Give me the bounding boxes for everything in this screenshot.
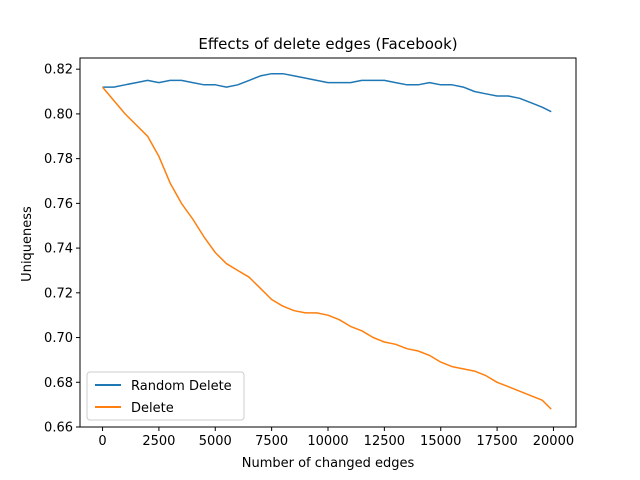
y-axis: 0.66 0.68 0.70 0.72 0.74 0.76 0.78 0.80 0.82 — [44, 63, 80, 436]
x-tick-label: 7500 — [255, 434, 288, 449]
y-tick-label: 0.80 — [44, 107, 73, 122]
y-tick-label: 0.76 — [44, 197, 73, 212]
y-tick-label: 0.74 — [44, 242, 73, 257]
y-tick-label: 0.66 — [44, 421, 73, 436]
legend-box — [86, 371, 245, 421]
y-axis-label: Uniqueness — [20, 206, 35, 282]
y-tick-label: 0.70 — [44, 331, 73, 346]
x-axis-label: Number of changed edges — [242, 456, 415, 471]
x-tick-label: 15000 — [420, 434, 461, 449]
series-line-delete — [101, 86, 552, 410]
x-tick-label: 0 — [98, 434, 106, 449]
x-tick-label: 12500 — [364, 434, 405, 449]
legend-label-delete: Delete — [131, 401, 174, 416]
plot-area — [101, 72, 552, 410]
legend: Random Delete Delete — [86, 371, 245, 421]
series-line-random-delete — [102, 72, 552, 113]
y-tick-label: 0.82 — [44, 63, 73, 78]
plot-frame — [79, 57, 577, 428]
y-tick-label: 0.72 — [44, 286, 73, 301]
x-tick-label: 20000 — [533, 434, 574, 449]
legend-label-random-delete: Random Delete — [131, 379, 232, 394]
x-tick-label: 17500 — [476, 434, 517, 449]
y-tick-label: 0.78 — [44, 152, 73, 167]
chart-title: Effects of delete edges (Facebook) — [198, 35, 457, 53]
x-axis: 0 2500 5000 7500 10000 12500 15000 17500 20000 — [98, 427, 574, 449]
y-tick-label: 0.68 — [44, 376, 73, 391]
x-tick-label: 2500 — [142, 434, 175, 449]
x-tick-label: 10000 — [307, 434, 348, 449]
x-tick-label: 5000 — [199, 434, 232, 449]
